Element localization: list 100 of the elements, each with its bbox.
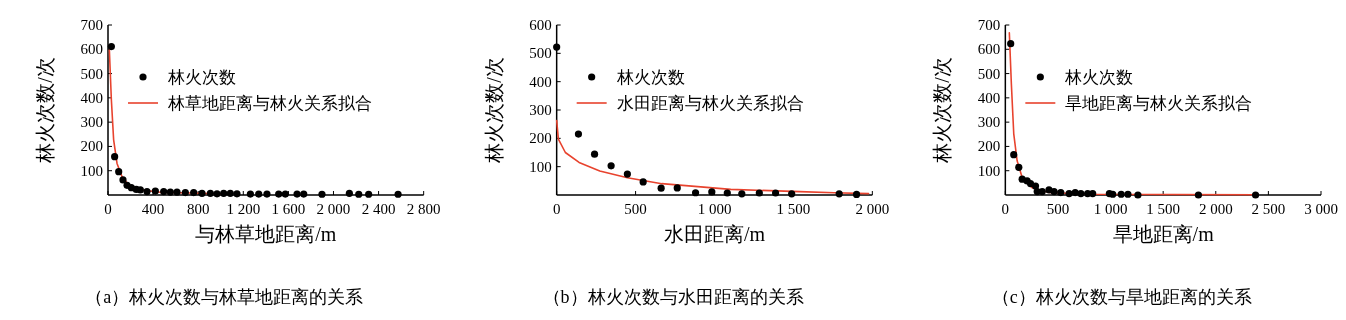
point — [1038, 188, 1046, 196]
point — [206, 189, 214, 197]
point — [607, 162, 615, 170]
y-axis-title: 林火次数/次 — [34, 57, 56, 164]
x-tick-label: 500 — [1046, 201, 1070, 217]
point — [263, 190, 271, 198]
y-tick-label: 200 — [977, 138, 1001, 155]
point — [151, 187, 159, 195]
point — [1089, 189, 1097, 198]
point — [835, 190, 843, 198]
text: （c）林火次数与旱地距离的关系 — [991, 287, 1252, 307]
x-tick-label: 0 — [1001, 201, 1010, 217]
point — [1109, 190, 1117, 198]
point — [293, 190, 301, 198]
point — [318, 190, 326, 198]
point — [143, 188, 151, 196]
legend-label: 旱地距离与林火关系拟合 — [1065, 94, 1253, 113]
x-tick-label: 800 — [186, 201, 210, 217]
point — [166, 188, 174, 196]
x-tick-label: 2 400 — [361, 201, 396, 217]
y-tick-label: 200 — [529, 130, 552, 147]
y-tick-label: 400 — [977, 89, 1001, 106]
y-tick-label: 700 — [977, 17, 1001, 33]
point — [673, 184, 681, 192]
y-tick-label: 100 — [529, 158, 552, 175]
y-tick-label: 300 — [80, 114, 103, 131]
y-tick-label: 600 — [529, 17, 552, 33]
y-tick-label: 400 — [80, 89, 103, 106]
point — [136, 186, 144, 194]
point — [281, 190, 289, 198]
point — [160, 188, 168, 196]
x-tick-label: 1 500 — [776, 201, 811, 217]
y-tick-label: 500 — [529, 45, 552, 62]
x-tick-label: 1 000 — [1093, 201, 1128, 217]
point — [1015, 163, 1023, 171]
legend-label: 林火次数 — [615, 68, 685, 87]
point — [788, 190, 796, 198]
point — [365, 190, 373, 198]
point — [394, 190, 402, 198]
x-tick-label: 1 600 — [271, 201, 306, 217]
y-tick-label: 100 — [80, 162, 103, 179]
legend-label: 水田距离与林火关系拟合 — [616, 94, 804, 113]
point — [226, 189, 234, 197]
point — [111, 153, 119, 161]
point — [355, 190, 363, 198]
point — [771, 189, 780, 197]
point — [574, 130, 583, 138]
x-tick-label: 1 200 — [226, 201, 261, 217]
y-tick-label: 500 — [80, 65, 103, 82]
text: （a）林火次数与林草地距离的关系 — [85, 287, 364, 307]
point — [115, 168, 123, 176]
point — [300, 190, 308, 198]
point — [553, 43, 561, 51]
point — [255, 190, 263, 198]
x-tick-label: 0 — [104, 201, 112, 217]
x-tick-label: 2 000 — [855, 201, 890, 217]
point — [1065, 189, 1073, 198]
x-tick-label: 400 — [141, 201, 165, 217]
point — [1194, 191, 1203, 199]
point — [1057, 188, 1065, 197]
x-tick-label: 2 000 — [316, 201, 351, 217]
x-tick-label: 1 500 — [1146, 201, 1181, 217]
x-tick-label: 2 000 — [1198, 201, 1233, 217]
point — [738, 190, 746, 198]
point — [691, 189, 700, 197]
point — [1134, 191, 1142, 199]
x-tick-label: 0 — [552, 201, 561, 217]
y-tick-label: 300 — [977, 114, 1001, 131]
point — [190, 188, 198, 197]
y-tick-label: 600 — [80, 41, 103, 58]
point — [1007, 40, 1015, 48]
x-tick-label: 2 800 — [406, 201, 441, 217]
y-tick-label: 100 — [977, 162, 1001, 179]
y-tick-label: 600 — [977, 41, 1001, 58]
point — [723, 189, 731, 197]
point — [173, 188, 181, 196]
point — [213, 190, 221, 198]
point — [1251, 191, 1260, 199]
point — [198, 189, 206, 197]
text: （b）林火次数与水田距离的关系 — [542, 287, 804, 307]
point — [107, 43, 115, 51]
point — [708, 188, 716, 196]
point — [220, 189, 228, 197]
point — [1010, 151, 1018, 159]
x-tick-label: 1 000 — [697, 201, 732, 217]
point — [755, 189, 763, 197]
point — [1050, 188, 1058, 196]
y-tick-label: 400 — [529, 73, 552, 90]
x-tick-label: 500 — [624, 201, 647, 217]
point — [852, 190, 861, 199]
x-tick-label: 3 000 — [1304, 201, 1338, 217]
x-tick-label: 2 500 — [1251, 201, 1286, 217]
legend-label: 林火次数 — [167, 68, 236, 87]
point — [345, 189, 353, 197]
y-axis-title: 林火次数/次 — [931, 57, 954, 164]
point — [590, 150, 599, 158]
x-axis-title: 水田距离/m — [663, 223, 766, 245]
point — [246, 190, 254, 198]
x-axis-title: 与林草地距离/m — [195, 223, 337, 245]
legend-label: 林火次数 — [1064, 68, 1134, 87]
